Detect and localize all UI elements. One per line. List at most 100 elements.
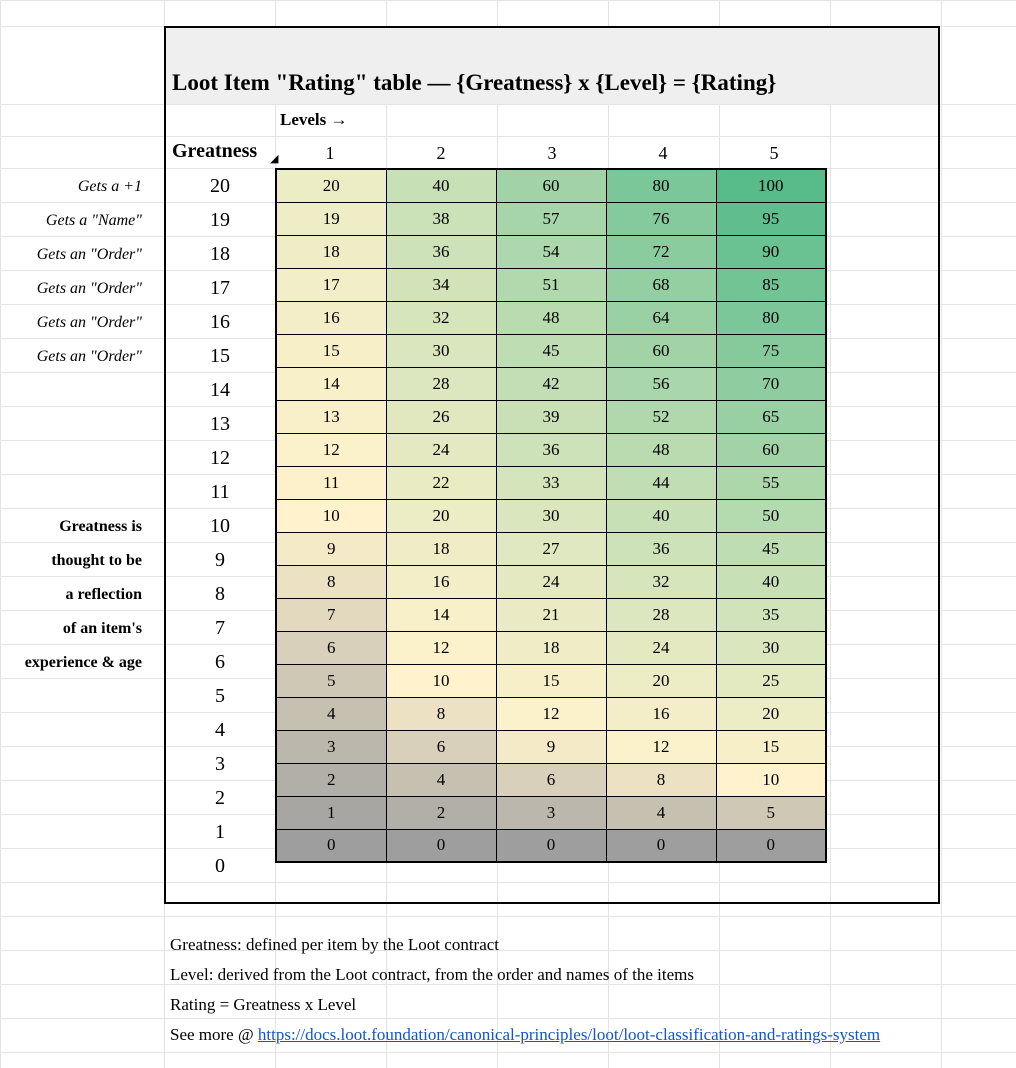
- rating-cell[interactable]: 28: [385, 366, 497, 401]
- rating-cell[interactable]: 3: [275, 729, 387, 764]
- greatness-milestone-note[interactable]: Gets a "Name": [45, 212, 142, 229]
- footnote-see-more[interactable]: See more @ https://docs.loot.foundation/…: [170, 1025, 880, 1045]
- rating-cell[interactable]: 0: [495, 828, 607, 863]
- rating-cell[interactable]: 9: [495, 729, 607, 764]
- greatness-row-header[interactable]: 17: [210, 277, 230, 299]
- rating-cell[interactable]: 5: [275, 663, 387, 698]
- rating-cell[interactable]: 1: [275, 795, 387, 830]
- rating-cell[interactable]: 9: [275, 531, 387, 566]
- rating-cell[interactable]: 8: [275, 564, 387, 599]
- table-title[interactable]: Loot Item "Rating" table — {Greatness} x…: [172, 70, 777, 95]
- rating-cell[interactable]: 21: [495, 597, 607, 632]
- rating-cell[interactable]: 64: [605, 300, 717, 335]
- rating-cell[interactable]: 54: [495, 234, 607, 269]
- rating-cell[interactable]: 32: [385, 300, 497, 335]
- level-header-3[interactable]: 3: [547, 143, 557, 163]
- rating-cell[interactable]: 2: [385, 795, 497, 830]
- rating-cell[interactable]: 24: [495, 564, 607, 599]
- rating-cell[interactable]: 45: [495, 333, 607, 368]
- greatness-row-header[interactable]: 5: [215, 685, 225, 707]
- rating-cell[interactable]: 35: [715, 597, 827, 632]
- rating-cell[interactable]: 100: [715, 168, 827, 203]
- rating-cell[interactable]: 4: [385, 762, 497, 797]
- rating-cell[interactable]: 10: [275, 498, 387, 533]
- rating-cell[interactable]: 16: [605, 696, 717, 731]
- rating-cell[interactable]: 8: [385, 696, 497, 731]
- rating-cell[interactable]: 30: [715, 630, 827, 665]
- greatness-row-header[interactable]: 13: [210, 413, 230, 435]
- rating-cell[interactable]: 4: [275, 696, 387, 731]
- rating-cell[interactable]: 40: [715, 564, 827, 599]
- rating-cell[interactable]: 57: [495, 201, 607, 236]
- rating-cell[interactable]: 10: [715, 762, 827, 797]
- rating-cell[interactable]: 0: [605, 828, 717, 863]
- greatness-row-header[interactable]: 14: [210, 379, 230, 401]
- greatness-milestone-note[interactable]: Gets an "Order": [36, 280, 142, 297]
- greatness-milestone-note[interactable]: Gets an "Order": [36, 314, 142, 331]
- rating-cell[interactable]: 20: [385, 498, 497, 533]
- rating-cell[interactable]: 26: [385, 399, 497, 434]
- greatness-row-header[interactable]: 6: [215, 651, 225, 673]
- rating-cell[interactable]: 0: [385, 828, 497, 863]
- footnote-level[interactable]: Level: derived from the Loot contract, f…: [170, 965, 694, 984]
- rating-cell[interactable]: 6: [385, 729, 497, 764]
- rating-cell[interactable]: 15: [715, 729, 827, 764]
- rating-cell[interactable]: 36: [605, 531, 717, 566]
- rating-cell[interactable]: 52: [605, 399, 717, 434]
- rating-cell[interactable]: 44: [605, 465, 717, 500]
- rating-cell[interactable]: 60: [495, 168, 607, 203]
- rating-cell[interactable]: 30: [385, 333, 497, 368]
- rating-cell[interactable]: 56: [605, 366, 717, 401]
- greatness-row-header[interactable]: 11: [210, 481, 230, 503]
- rating-cell[interactable]: 15: [495, 663, 607, 698]
- rating-cell[interactable]: 95: [715, 201, 827, 236]
- greatness-milestone-note[interactable]: Gets an "Order": [36, 246, 142, 263]
- rating-cell[interactable]: 80: [715, 300, 827, 335]
- docs-link[interactable]: https://docs.loot.foundation/canonical-p…: [257, 1025, 881, 1044]
- rating-cell[interactable]: 18: [275, 234, 387, 269]
- rating-cell[interactable]: 17: [275, 267, 387, 302]
- rating-cell[interactable]: 24: [605, 630, 717, 665]
- rating-cell[interactable]: 0: [275, 828, 387, 863]
- greatness-row-header[interactable]: 7: [215, 617, 225, 639]
- rating-cell[interactable]: 8: [605, 762, 717, 797]
- rating-cell[interactable]: 34: [385, 267, 497, 302]
- rating-cell[interactable]: 12: [385, 630, 497, 665]
- rating-cell[interactable]: 36: [495, 432, 607, 467]
- rating-cell[interactable]: 39: [495, 399, 607, 434]
- rating-cell[interactable]: 10: [385, 663, 497, 698]
- level-header-5[interactable]: 5: [769, 143, 779, 163]
- rating-cell[interactable]: 76: [605, 201, 717, 236]
- rating-cell[interactable]: 51: [495, 267, 607, 302]
- footnote-rating[interactable]: Rating = Greatness x Level: [170, 995, 357, 1014]
- greatness-row-header[interactable]: 19: [210, 209, 230, 231]
- rating-cell[interactable]: 12: [495, 696, 607, 731]
- rating-cell[interactable]: 30: [495, 498, 607, 533]
- rating-cell[interactable]: 25: [715, 663, 827, 698]
- rating-cell[interactable]: 13: [275, 399, 387, 434]
- rating-cell[interactable]: 12: [275, 432, 387, 467]
- greatness-row-header[interactable]: 8: [215, 583, 225, 605]
- greatness-explanation-line[interactable]: Greatness is: [59, 518, 142, 535]
- rating-cell[interactable]: 48: [605, 432, 717, 467]
- rating-cell[interactable]: 33: [495, 465, 607, 500]
- rating-cell[interactable]: 20: [715, 696, 827, 731]
- rating-cell[interactable]: 24: [385, 432, 497, 467]
- level-header-1[interactable]: 1: [325, 143, 335, 163]
- rating-cell[interactable]: 2: [275, 762, 387, 797]
- greatness-milestone-note[interactable]: Gets a +1: [77, 178, 142, 195]
- rating-cell[interactable]: 40: [605, 498, 717, 533]
- rating-cell[interactable]: 32: [605, 564, 717, 599]
- greatness-explanation-line[interactable]: a reflection: [65, 586, 142, 603]
- greatness-row-header[interactable]: 18: [210, 243, 230, 265]
- greatness-axis-label[interactable]: Greatness: [172, 140, 258, 162]
- greatness-row-header[interactable]: 12: [210, 447, 230, 469]
- greatness-explanation-line[interactable]: thought to be: [51, 552, 142, 569]
- greatness-row-header[interactable]: 9: [215, 549, 225, 571]
- rating-cell[interactable]: 6: [495, 762, 607, 797]
- rating-cell[interactable]: 36: [385, 234, 497, 269]
- rating-cell[interactable]: 19: [275, 201, 387, 236]
- rating-cell[interactable]: 0: [715, 828, 827, 863]
- rating-cell[interactable]: 14: [385, 597, 497, 632]
- greatness-explanation-line[interactable]: of an item's: [62, 620, 142, 637]
